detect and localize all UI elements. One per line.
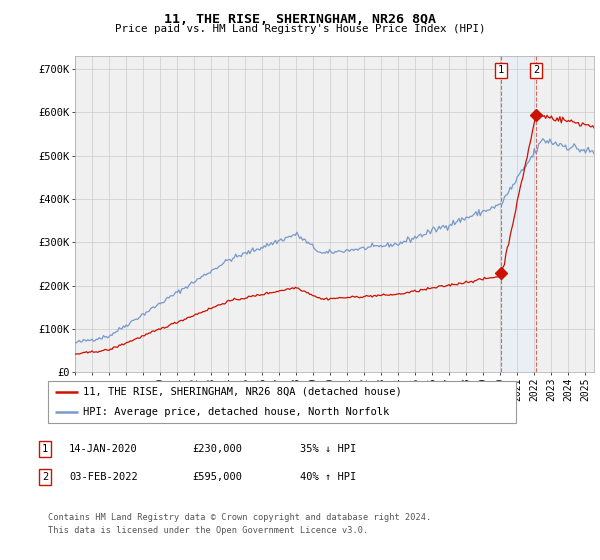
Text: 40% ↑ HPI: 40% ↑ HPI: [300, 472, 356, 482]
FancyBboxPatch shape: [48, 381, 516, 423]
Text: 11, THE RISE, SHERINGHAM, NR26 8QA: 11, THE RISE, SHERINGHAM, NR26 8QA: [164, 13, 436, 26]
Bar: [501, 56, 536, 372]
Text: £230,000: £230,000: [192, 444, 242, 454]
Text: 2: 2: [42, 472, 48, 482]
Text: Price paid vs. HM Land Registry's House Price Index (HPI): Price paid vs. HM Land Registry's House …: [115, 24, 485, 34]
Text: 14-JAN-2020: 14-JAN-2020: [69, 444, 138, 454]
Text: 11, THE RISE, SHERINGHAM, NR26 8QA (detached house): 11, THE RISE, SHERINGHAM, NR26 8QA (deta…: [83, 387, 402, 396]
Text: 1: 1: [42, 444, 48, 454]
Text: 1: 1: [498, 65, 504, 75]
Text: 35% ↓ HPI: 35% ↓ HPI: [300, 444, 356, 454]
Text: Contains HM Land Registry data © Crown copyright and database right 2024.: Contains HM Land Registry data © Crown c…: [48, 513, 431, 522]
Text: HPI: Average price, detached house, North Norfolk: HPI: Average price, detached house, Nort…: [83, 407, 389, 417]
Text: This data is licensed under the Open Government Licence v3.0.: This data is licensed under the Open Gov…: [48, 526, 368, 535]
Text: £595,000: £595,000: [192, 472, 242, 482]
Text: 03-FEB-2022: 03-FEB-2022: [69, 472, 138, 482]
Text: 2: 2: [533, 65, 539, 75]
